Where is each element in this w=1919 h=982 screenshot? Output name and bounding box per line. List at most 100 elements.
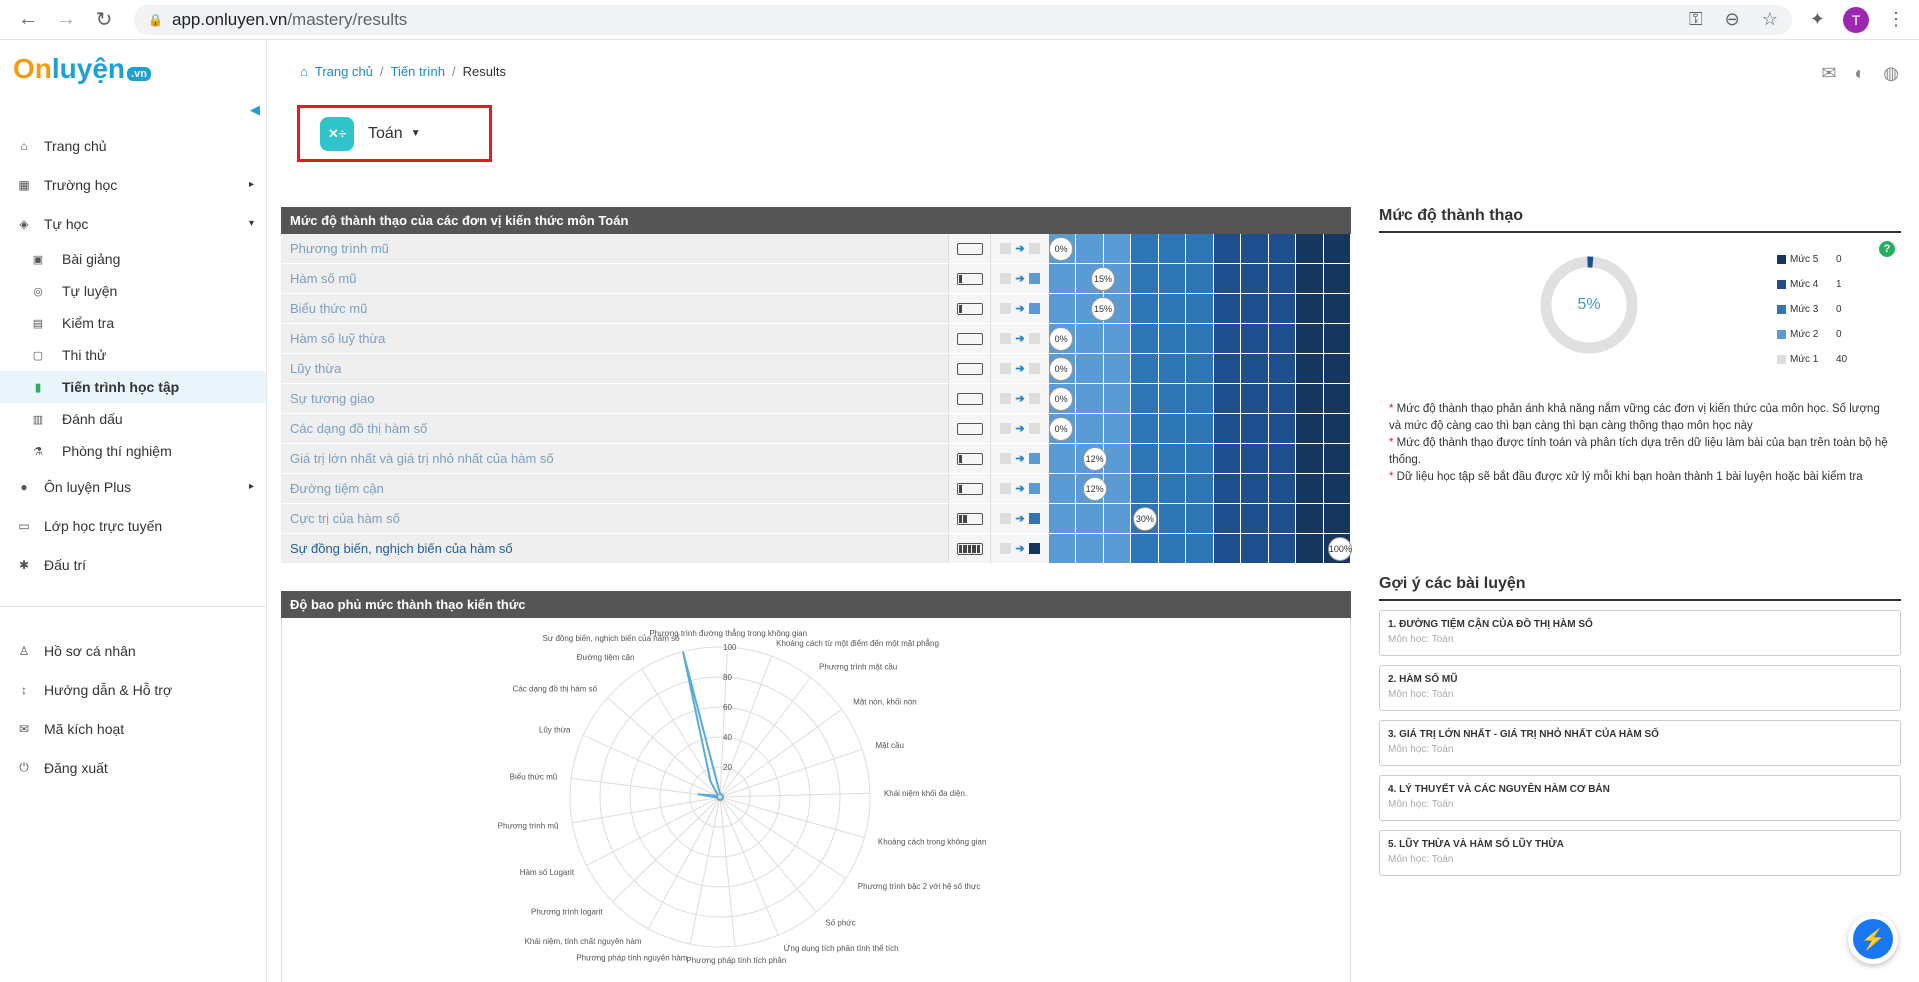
sidebar-item-label: Bài giảng <box>62 251 121 267</box>
sidebar-item-trang-chủ[interactable]: ⌂ Trang chủ <box>0 126 266 165</box>
extensions-icon[interactable]: ✦ <box>1809 9 1825 29</box>
current-level-swatch <box>1000 423 1012 434</box>
battery-cell <box>949 504 991 533</box>
sidebar-item-đánh-dấu[interactable]: ▥ Đánh dấu <box>0 403 266 435</box>
legend-count: 0 <box>1836 304 1842 315</box>
suggestion-item[interactable]: 2. HÀM SỐ MŨ Môn học: Toán <box>1379 665 1901 711</box>
note-text: Mức độ thành thạo phản ánh khả năng nắm … <box>1389 401 1894 435</box>
breadcrumb-home[interactable]: Trang chủ <box>314 64 373 79</box>
avatar[interactable]: T <box>1843 6 1869 33</box>
mastery-row-name[interactable]: Sự tương giao <box>281 384 949 413</box>
radar-axis-label: Phương trình mũ <box>498 821 559 830</box>
battery-icon <box>956 542 983 555</box>
caret-down-icon: ▼ <box>410 128 421 139</box>
suggestions-title: Gợi ý các bài luyện <box>1379 575 1901 601</box>
sidebar-item-hướng-dẫn-&-hỗ-trợ[interactable]: ↕ Hướng dẫn & Hỗ trợ <box>0 670 266 709</box>
sidebar-item-trường-học[interactable]: ▦ Trường học ▸ <box>0 165 266 204</box>
mastery-percent-badge: 15% <box>1090 267 1115 291</box>
key-icon[interactable]: ⚿ <box>1688 9 1703 29</box>
note-text: Dữ liệu học tập sẽ bắt đầu được xử lý mỗ… <box>1389 469 1894 486</box>
suggestion-item[interactable]: 3. GIÁ TRỊ LỚN NHẤT - GIÁ TRỊ NHỎ NHẤT C… <box>1379 720 1901 766</box>
mastery-row-name[interactable]: Hàm số mũ <box>281 264 949 293</box>
radar-series-line <box>682 651 725 802</box>
current-level-swatch <box>1000 243 1012 254</box>
battery-cell <box>949 354 991 383</box>
mastery-row: Phương trình mũ ➔ 0% <box>281 234 1351 264</box>
mastery-row-name[interactable]: Các dạng đồ thị hàm số <box>281 414 949 443</box>
zoom-icon[interactable]: ⊖ <box>1724 9 1740 29</box>
sidebar-item-bài-giảng[interactable]: ▣ Bài giảng <box>0 243 266 275</box>
radar-spoke <box>719 748 863 798</box>
menu-icon[interactable]: ⋮ <box>1887 9 1905 29</box>
radar-axis-label: Khái niệm khối đa diện. <box>884 789 967 798</box>
legend-count: 1 <box>1836 279 1842 290</box>
subject-selector[interactable]: ✕÷ Toán ▼ <box>297 105 492 162</box>
mastery-scale: 0% <box>1049 354 1351 383</box>
sidebar-item-hồ-sơ-cá-nhân[interactable]: ♙ Hồ sơ cá nhân <box>0 631 266 670</box>
battery-cell <box>949 234 991 263</box>
legend-label: Mức 3 <box>1790 304 1819 315</box>
sidebar-item-ôn-luyện-plus[interactable]: ● Ôn luyện Plus ▸ <box>0 467 266 506</box>
help-icon[interactable]: ? <box>1879 241 1895 257</box>
power-icon: ⏻ <box>19 760 29 774</box>
mastery-row-name[interactable]: Phương trình mũ <box>281 234 949 263</box>
mastery-row-name[interactable]: Hàm số luỹ thừa <box>281 324 949 353</box>
mastery-row-name[interactable]: Giá trị lớn nhất và giá trị nhỏ nhất của… <box>281 444 949 473</box>
suggestion-item[interactable]: 5. LŨY THỪA VÀ HÀM SỐ LŨY THỪA Môn học: T… <box>1379 830 1901 876</box>
arrow-right-icon: ➔ <box>1015 393 1025 405</box>
sidebar-item-tự-học[interactable]: ◈ Tự học ▾ <box>0 204 266 243</box>
back-icon[interactable]: ← <box>18 8 38 30</box>
radar-axis-label: Khoảng cách trong không gian <box>878 837 987 846</box>
radar-tick-label: 80 <box>723 673 732 682</box>
logo[interactable]: On luyện .vn <box>0 40 266 98</box>
home-icon: ⌂ <box>300 64 308 79</box>
forward-icon[interactable]: → <box>56 8 76 30</box>
sidebar-item-tự-luyện[interactable]: ◎ Tự luyện <box>0 275 266 307</box>
radar-spoke <box>647 796 721 929</box>
target-level-swatch <box>1028 483 1040 494</box>
star-icon[interactable]: ☆ <box>1761 9 1778 29</box>
radar-axis-label: Biểu thức mũ <box>510 773 558 782</box>
contrast-icon[interactable]: ◐ <box>1854 63 1866 83</box>
address-bar[interactable]: 🔒 app.onluyen.vn/mastery/results ⚿ ⊖ ☆ <box>134 4 1792 35</box>
battery-icon <box>956 332 983 345</box>
mastery-row: Đường tiệm cận ➔ 12% <box>281 474 1351 504</box>
messenger-button[interactable]: ⚡ <box>1848 914 1898 964</box>
current-level-swatch <box>1000 303 1012 314</box>
breadcrumb-progress[interactable]: Tiến trình <box>390 64 445 79</box>
reload-icon[interactable]: ↻ <box>95 9 113 31</box>
legend-label: Mức 1 <box>1790 354 1819 365</box>
sidebar-item-mã-kích-hoạt[interactable]: ✉ Mã kích hoạt <box>0 709 266 748</box>
inbox-icon[interactable]: ✉ <box>1821 63 1837 83</box>
mastery-row-name[interactable]: Lũy thừa <box>281 354 949 383</box>
suggestion-item[interactable]: 4. LÝ THUYẾT VÀ CÁC NGUYÊN HÀM CƠ BẢN Môn… <box>1379 775 1901 821</box>
sidebar-item-kiểm-tra[interactable]: ▤ Kiểm tra <box>0 307 266 339</box>
mastery-percent-badge: 0% <box>1049 417 1074 441</box>
suggestion-item[interactable]: 1. ĐƯỜNG TIỆM CẬN CỦA ĐỒ THỊ HÀM SỐ Môn h… <box>1379 610 1901 656</box>
mastery-title: Mức độ thành thạo của các đơn vị kiến th… <box>281 207 1351 234</box>
mastery-row-name[interactable]: Sự đồng biến, nghịch biến của hàm số <box>281 534 949 563</box>
radar-spoke <box>719 796 847 879</box>
sidebar-item-lớp-học-trực-tuyến[interactable]: ▭ Lớp học trực tuyến <box>0 506 266 545</box>
sidebar-item-tiến-trình-học-tập[interactable]: ▮ Tiến trình học tập <box>0 371 266 403</box>
sidebar-item-thi-thử[interactable]: ▢ Thi thử <box>0 339 266 371</box>
collapse-sidebar-icon[interactable]: ◀ <box>250 102 260 117</box>
sidebar-item-đăng-xuất[interactable]: ⏻ Đăng xuất <box>0 748 266 787</box>
radar-chart: Phương trình đường thẳng trong không gia… <box>498 629 987 965</box>
radar-tick-label: 20 <box>723 763 732 772</box>
mastery-row-name[interactable]: Biểu thức mũ <box>281 294 949 323</box>
mastery-row-name[interactable]: Cực trị của hàm số <box>281 504 949 533</box>
globe-icon[interactable]: ◍ <box>1883 63 1899 83</box>
radar-panel: Độ bao phủ mức thành thạo kiến thức Phươ… <box>281 591 1351 982</box>
mastery-row-name[interactable]: Đường tiệm cận <box>281 474 949 503</box>
mastery-percent-badge: 0% <box>1049 387 1074 411</box>
sidebar-item-phòng-thí-nghiệm[interactable]: ⚗ Phòng thí nghiệm <box>0 435 266 467</box>
suggestion-subject: Môn học: Toán <box>1388 854 1454 865</box>
radar-axis-label: Khái niệm, tính chất nguyên hàm <box>525 937 642 946</box>
sidebar-item-đấu-trí[interactable]: ✱ Đấu trí <box>0 545 266 584</box>
mastery-row: Lũy thừa ➔ 0% <box>281 354 1351 384</box>
battery-icon <box>956 272 983 285</box>
mastery-percent-badge: 12% <box>1082 477 1107 501</box>
breadcrumb-sep: / <box>451 64 456 79</box>
level-transition: ➔ <box>991 294 1049 323</box>
